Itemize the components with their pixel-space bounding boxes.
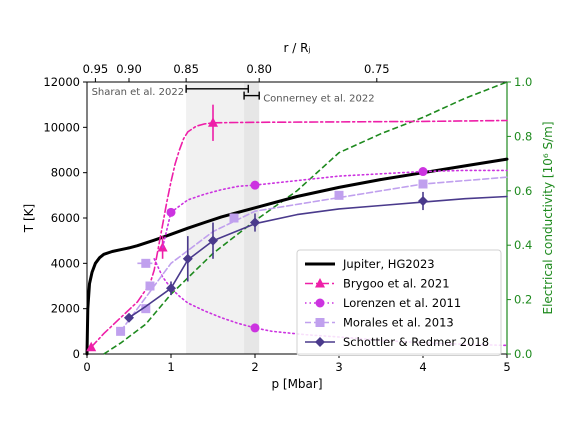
legend-marker-schottler	[315, 337, 325, 347]
top-tick-label: 0.75	[364, 62, 390, 76]
y-tick-label: 4000	[51, 256, 80, 270]
legend-label-morales: Morales et al. 2013	[343, 316, 454, 330]
series-schottler	[124, 191, 508, 323]
data-point-schottler	[418, 196, 428, 206]
legend-marker-brygoo	[315, 278, 325, 288]
y-tick-label: 6000	[51, 211, 80, 225]
legend-marker-morales	[315, 318, 325, 327]
data-point-lorenzen	[250, 323, 260, 333]
y-tick-label: 8000	[51, 166, 80, 180]
legend-label-lorenzen: Lorenzen et al. 2011	[343, 296, 461, 310]
y2-tick-label: 0.0	[514, 347, 532, 361]
legend-label-schottler: Schottler & Redmer 2018	[343, 335, 489, 349]
x-tick-label: 2	[251, 360, 258, 374]
data-point-schottler	[208, 235, 218, 246]
top-tick-label: 0.95	[83, 62, 109, 76]
legend: Jupiter, HG2023 Brygoo et al. 2021 Lorenze…	[296, 249, 502, 356]
series-line-brygoo	[90, 119, 508, 348]
x-tick-label: 4	[419, 360, 426, 374]
x-tick-label: 3	[335, 360, 342, 374]
top-tick-label: 0.85	[173, 62, 199, 76]
y2-tick-label: 1.0	[514, 75, 532, 89]
series-brygoo	[86, 104, 508, 352]
top-tick-label: 0.90	[116, 62, 142, 76]
data-point-brygoo	[86, 341, 97, 352]
data-point-lorenzen	[418, 167, 428, 177]
shaded-band-1	[244, 82, 260, 354]
data-point-schottler	[182, 253, 193, 264]
y-axis-title: T [K]	[22, 204, 36, 233]
y2-tick-label: 0.6	[514, 184, 532, 198]
y-tick-label: 2000	[51, 302, 80, 316]
y2-axis-title: Electrical conductivity [10⁶ S/m]	[541, 121, 555, 314]
annotations: Sharan et al. 2022 Connerney et al. 2022	[92, 84, 375, 105]
legend-box	[296, 249, 502, 356]
y2-tick-label: 0.4	[514, 238, 532, 252]
interval-label: Sharan et al. 2022	[92, 87, 185, 98]
data-point-morales	[418, 179, 428, 189]
x-tick-label: 0	[83, 360, 90, 374]
top-tick-label: 0.80	[246, 62, 272, 76]
x-axis-title: p [Mbar]	[271, 377, 322, 391]
data-point-morales	[334, 190, 344, 200]
y2-tick-label: 0.8	[514, 129, 532, 143]
series-line-schottler	[128, 195, 508, 319]
series-line-jupiter	[85, 157, 509, 356]
interval-label: Connerney et al. 2022	[263, 94, 374, 105]
data-point-lorenzen	[166, 207, 176, 217]
data-point-morales	[141, 304, 151, 314]
series-layer	[85, 81, 509, 356]
x-tick-label: 5	[503, 360, 510, 374]
y-tick-label: 0	[73, 347, 80, 361]
y-tick-label: 10000	[43, 120, 80, 134]
data-point-schottler	[124, 312, 134, 323]
legend-label-brygoo: Brygoo et al. 2021	[343, 277, 450, 291]
legend-label-jupiter: Jupiter, HG2023	[342, 257, 435, 271]
data-point-lorenzen	[250, 180, 260, 190]
y-tick-label: 12000	[43, 75, 80, 89]
series-jupiter	[85, 157, 509, 356]
y2-tick-label: 0.2	[514, 293, 532, 307]
tick-labels: 0 1 2 3 4 5 0 2000 4000 6000 8000 10000 12000 0.0 0.2 0…	[43, 62, 532, 374]
conductivity-line	[103, 81, 508, 355]
data-point-schottler	[166, 283, 176, 294]
data-point-brygoo	[208, 117, 218, 127]
data-point-morales	[145, 281, 155, 291]
data-point-morales	[141, 258, 151, 268]
top-axis-title: r / Rⱼ	[283, 41, 310, 55]
legend-marker-lorenzen	[315, 298, 325, 308]
x-tick-label: 1	[167, 360, 174, 374]
data-point-morales	[229, 213, 239, 223]
data-point-morales	[116, 326, 126, 336]
data-point-schottler	[250, 217, 260, 228]
